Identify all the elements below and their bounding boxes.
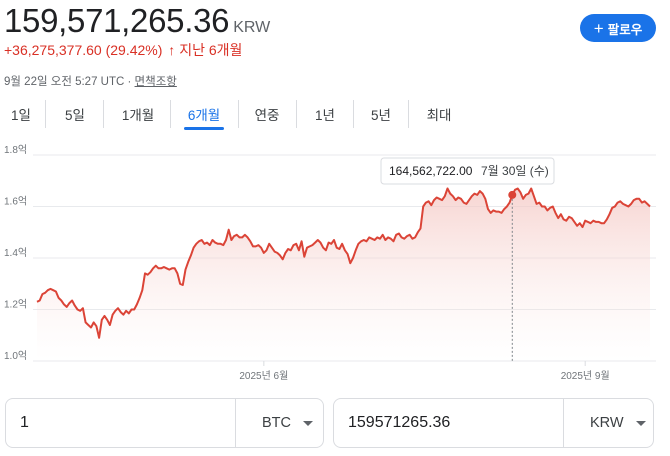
tab-ytd[interactable]: 연중 (254, 108, 280, 123)
x-tick-label: 2025년 6월 (239, 370, 288, 382)
tab-divider (103, 100, 104, 128)
fiat-amount-input[interactable]: 159571265.36 (348, 414, 451, 431)
price-area-fill (37, 188, 650, 361)
tab-divider (45, 100, 46, 128)
tooltip: 164,562,722.00 7월 30일 (수) (380, 157, 555, 185)
tab-divider (408, 100, 409, 128)
disclaimer-link[interactable]: 면책조항 (134, 76, 177, 88)
crypto-amount-input[interactable]: 1 (20, 414, 29, 431)
y-tick-label: 1.0억 (4, 350, 27, 362)
y-tick-label: 1.6억 (4, 196, 27, 208)
y-tick-label: 1.4억 (4, 247, 27, 259)
timestamp: 9월 22일 오전 5:27 UTC · (4, 76, 135, 88)
chevron-down-icon (303, 420, 313, 426)
change-amount: +36,275,377.60 (29.42%) (4, 42, 163, 58)
follow-label: 팔로우 (607, 22, 643, 37)
plus-icon: + (593, 18, 604, 38)
tab-5y[interactable]: 5년 (371, 108, 391, 123)
tooltip-value: 164,562,722.00 (389, 164, 473, 178)
timestamp-line: 9월 22일 오전 5:27 UTC · 면책조항 (4, 73, 177, 89)
tab-max[interactable]: 최대 (426, 108, 452, 123)
fiat-unit-label: KRW (590, 415, 624, 431)
price-change: +36,275,377.60 (29.42%) ↑ 지난 6개월 (4, 40, 242, 60)
crypto-unit-label: BTC (262, 415, 291, 431)
price-line (36, 187, 651, 339)
tooltip-date: 7월 30일 (수) (481, 164, 549, 178)
tab-6m[interactable]: 6개월 (184, 100, 224, 130)
tab-divider (353, 100, 354, 128)
tab-divider (296, 100, 297, 128)
tab-1m[interactable]: 1개월 (121, 108, 155, 123)
tab-divider (238, 100, 239, 128)
follow-button[interactable]: + 팔로우 (580, 14, 656, 42)
price-value: 159,571,265.36 KRW (4, 2, 271, 39)
tab-1d[interactable]: 1일 (11, 108, 31, 123)
hover-point (508, 190, 517, 199)
y-axis-labels: 1.8억 1.6억 1.4억 1.2억 1.0억 (4, 144, 27, 362)
tab-1y[interactable]: 1년 (315, 108, 335, 123)
converter-fiat: 159571265.36 KRW (333, 398, 654, 448)
fiat-unit-select[interactable]: KRW (563, 399, 653, 447)
chevron-down-icon (635, 420, 646, 426)
price-currency: KRW (233, 19, 271, 36)
crypto-unit-select[interactable]: BTC (235, 399, 323, 447)
tooltip-box (380, 157, 555, 185)
y-tick-label: 1.2억 (4, 299, 27, 311)
arrow-up-icon: ↑ (168, 42, 176, 58)
converter-crypto: 1 BTC (5, 398, 324, 448)
x-axis-labels: 2025년 6월 2025년 9월 (239, 361, 610, 382)
tab-5d[interactable]: 5일 (65, 108, 85, 123)
price-chart[interactable]: 1.8억 1.6억 1.4억 1.2억 1.0억 2025년 6월 2025년 9월 16… (0, 140, 670, 385)
change-period: 지난 6개월 (179, 42, 243, 58)
y-tick-label: 1.8억 (4, 144, 27, 156)
x-tick-label: 2025년 9월 (561, 370, 610, 382)
tab-divider (170, 100, 171, 128)
